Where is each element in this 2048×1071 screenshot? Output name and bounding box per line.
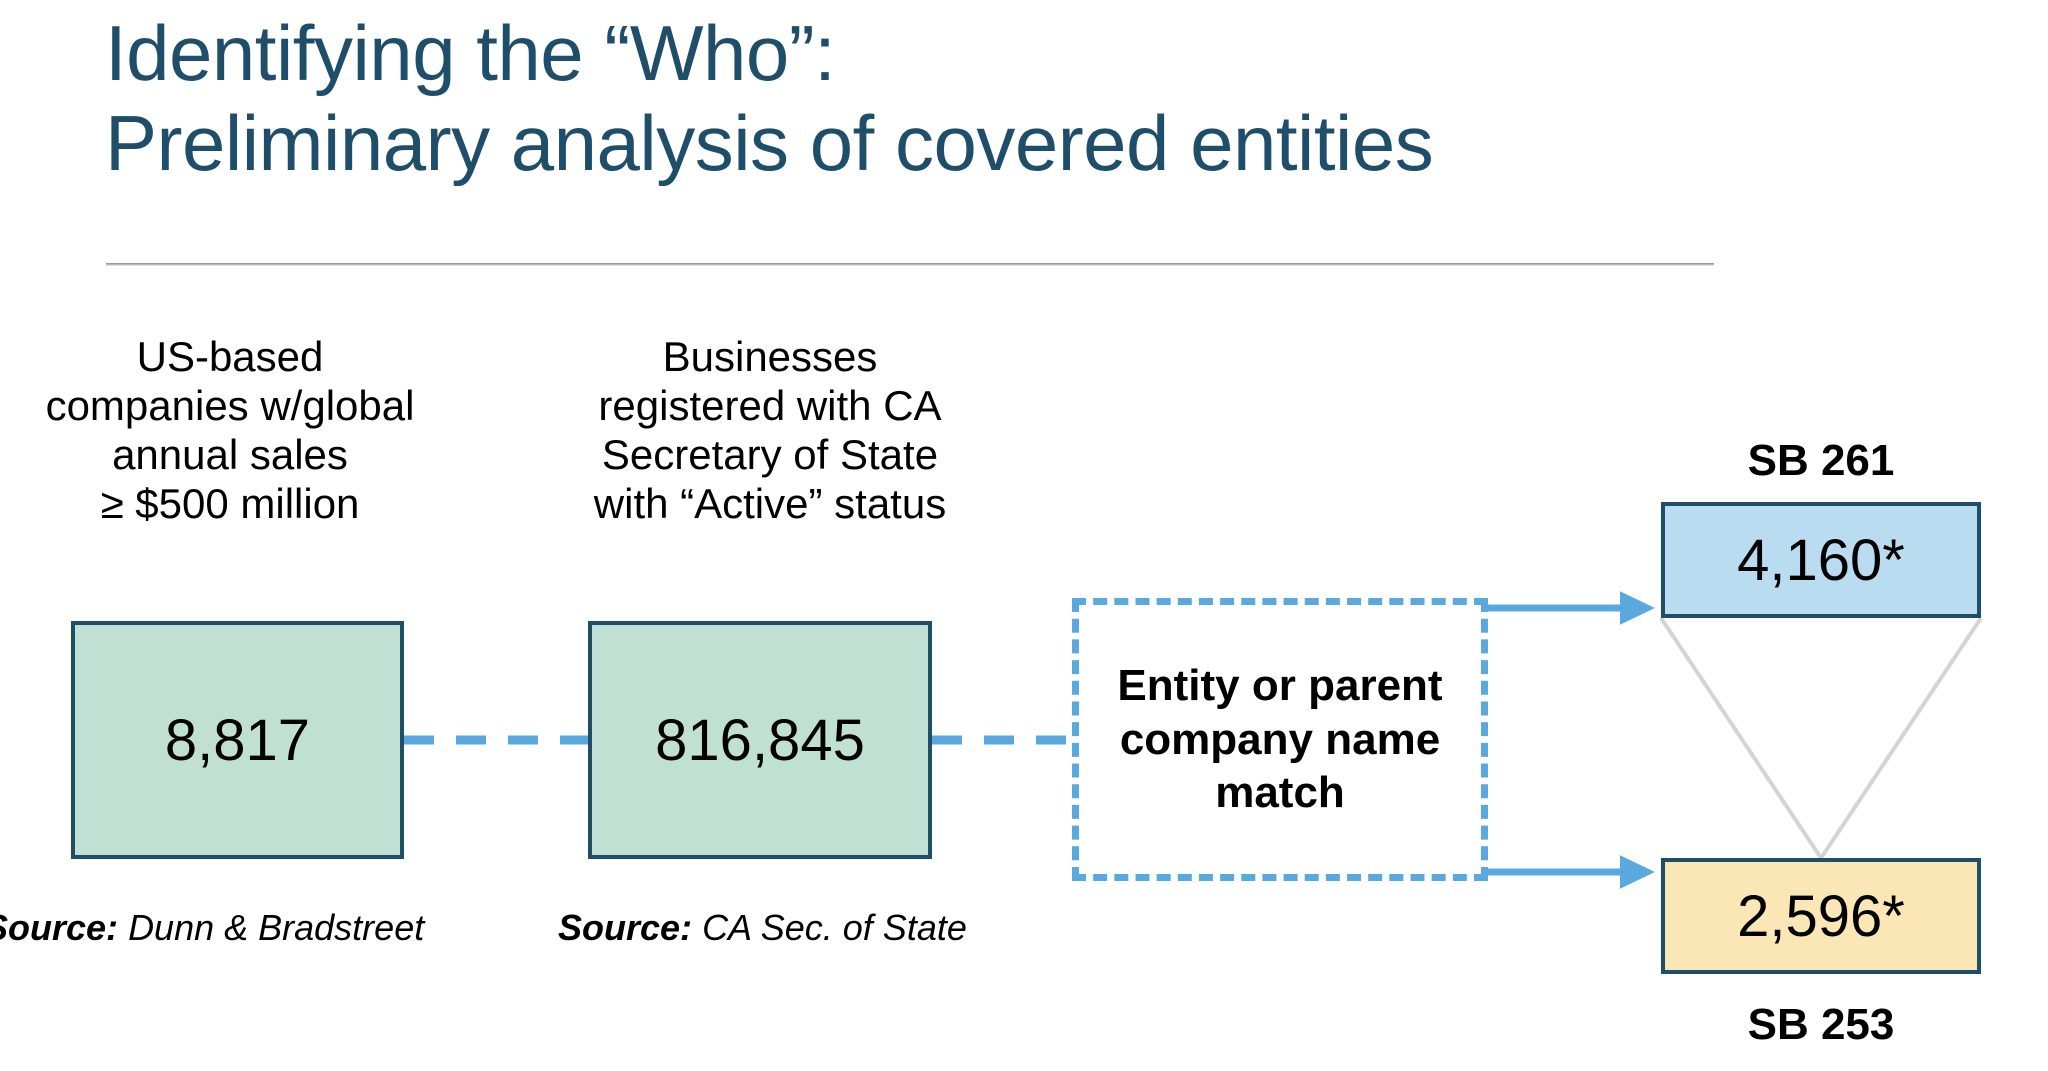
metric-box-dunn-bradstreet[interactable]: 8,817	[71, 621, 404, 859]
outcome-box-sb-253[interactable]: 2,596*	[1661, 858, 1981, 974]
outcome-value: 2,596*	[1737, 883, 1905, 949]
column-caption-us-based-companies: US-based companies w/global annual sales…	[45, 333, 415, 528]
outcome-value: 4,160*	[1737, 527, 1905, 593]
process-box-label: Entity or parent company name match	[1117, 660, 1443, 818]
source-note-name: Dunn & Bradstreet	[128, 907, 425, 948]
metric-box-ca-secretary-of-state[interactable]: 816,845	[588, 621, 932, 859]
source-note-dunn-bradstreet: Source: Dunn & Bradstreet	[0, 907, 424, 949]
source-note-name: CA Sec. of State	[702, 907, 967, 948]
metric-value: 8,817	[164, 707, 311, 773]
outcome-box-sb-261[interactable]: 4,160*	[1661, 502, 1981, 618]
title-divider	[106, 263, 1714, 266]
source-note-prefix: Source:	[558, 907, 693, 948]
metric-value: 816,845	[655, 707, 865, 773]
process-box-name-match[interactable]: Entity or parent company name match	[1072, 598, 1488, 881]
outcome-label-sb-261: SB 261	[1747, 436, 1895, 485]
column-caption-ca-registered-businesses: Businesses registered with CA Secretary …	[593, 333, 947, 528]
source-note-ca-sec-of-state: Source: CA Sec. of State	[558, 907, 967, 949]
page-title: Identifying the “Who”: Preliminary analy…	[105, 9, 1434, 188]
source-note-prefix: Source:	[0, 907, 119, 948]
outcome-label-sb-253: SB 253	[1747, 1000, 1895, 1049]
subset-indicator-v	[1659, 616, 1983, 862]
